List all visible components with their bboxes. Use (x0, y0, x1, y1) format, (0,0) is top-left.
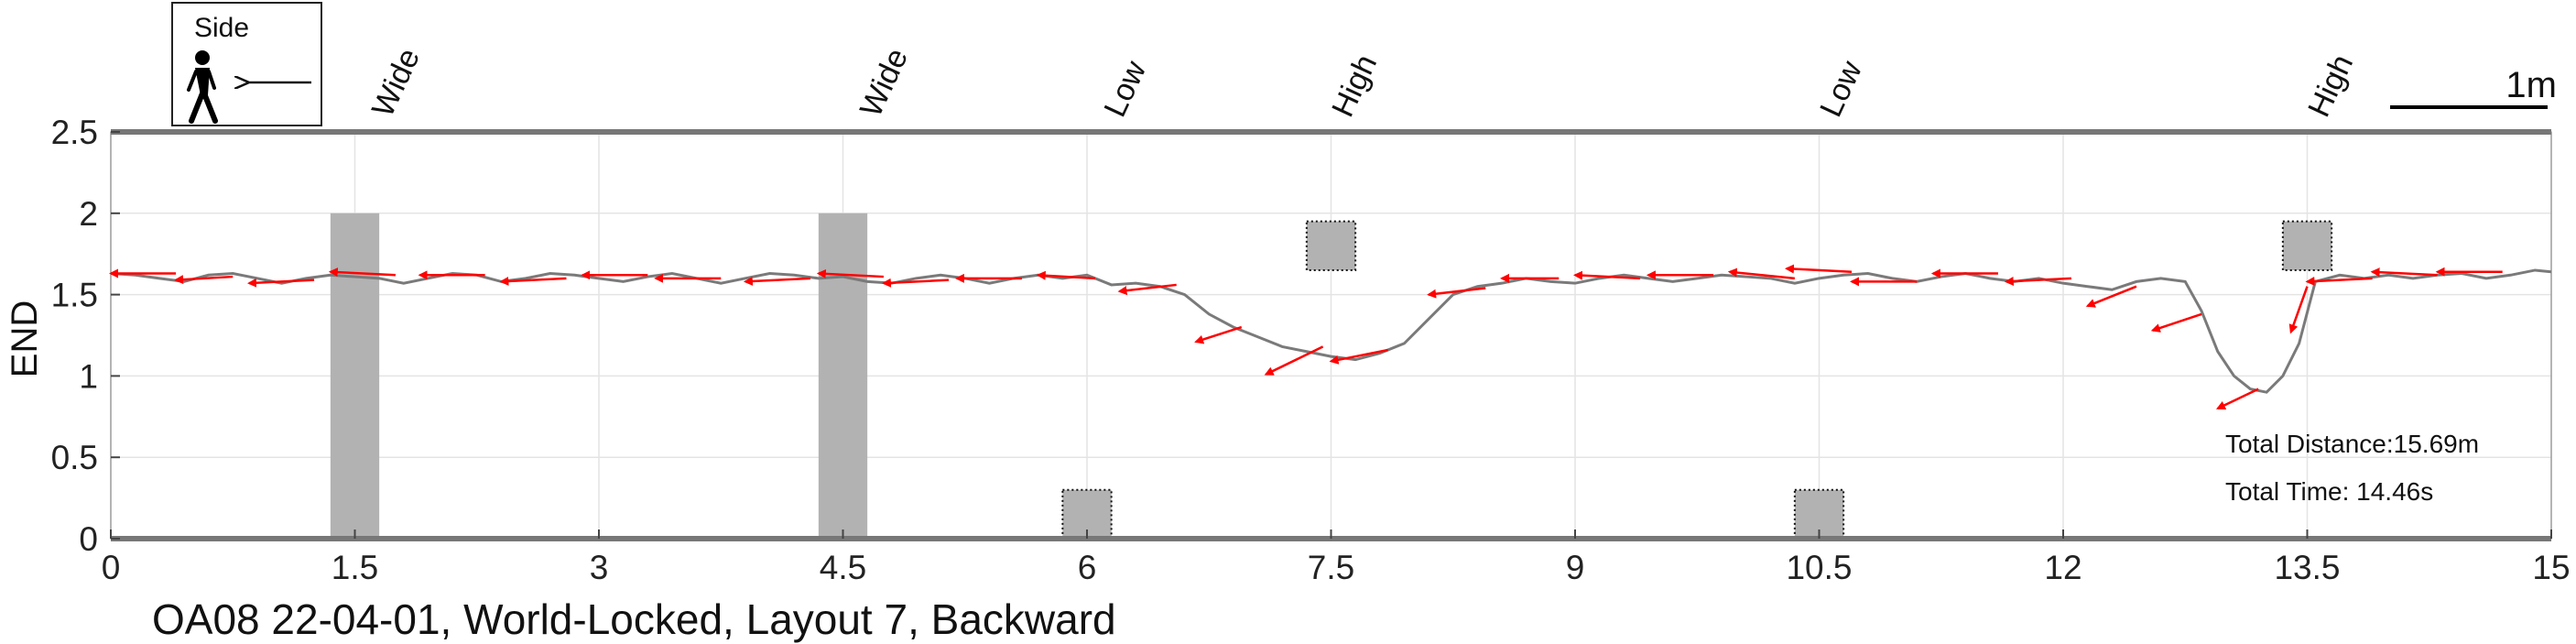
x-tick-label: 12 (2044, 549, 2081, 586)
x-tick-label: 10.5 (1786, 549, 1852, 586)
total-time-label: Total Time: 14.46s (2225, 477, 2433, 506)
x-tick-label: 0 (102, 549, 121, 586)
heading-arrows (109, 264, 2503, 410)
obstacle-labels: Wide Wide Low High Low High (365, 43, 2360, 122)
x-tick-label: 13.5 (2274, 549, 2340, 586)
x-tick-label: 9 (1566, 549, 1585, 586)
heading-arrow (1194, 325, 1243, 344)
heading-arrow (1264, 345, 1324, 376)
heading-arrow (2215, 387, 2259, 410)
x-ticks: 0 1.5 3 4.5 6 7.5 9 10.5 12 13.5 15 (102, 529, 2571, 586)
heading-arrow (2004, 276, 2071, 286)
heading-arrow (499, 276, 567, 286)
heading-arrow (1573, 270, 1641, 280)
heading-arrow (174, 275, 234, 285)
heading-arrow (2150, 312, 2202, 333)
heading-arrow (1036, 270, 1095, 280)
y-ticks: 0 0.5 1 1.5 2 2.5 (51, 114, 120, 558)
obstacle-label: Wide (365, 43, 427, 122)
obstacle-label: High (2301, 49, 2360, 122)
obstacle-high (1305, 220, 1357, 271)
x-tick-label: 4.5 (820, 549, 866, 586)
obstacle-label: Low (1097, 55, 1153, 122)
obstacle-wide (818, 213, 868, 540)
y-tick-label: 1.5 (51, 277, 98, 314)
total-distance-label: Total Distance:15.69m (2225, 430, 2479, 458)
x-tick-label: 1.5 (332, 549, 378, 586)
heading-arrow (2370, 267, 2438, 278)
heading-arrow (1329, 348, 1388, 365)
heading-arrow (2288, 286, 2309, 334)
heading-arrow (1784, 264, 1853, 274)
heading-arrow (2305, 276, 2373, 286)
heading-arrow (743, 276, 811, 286)
y-tick-label: 2.5 (51, 114, 98, 151)
grid-lines (110, 131, 2552, 540)
x-tick-label: 7.5 (1308, 549, 1354, 586)
y-tick-label: 1 (79, 357, 98, 395)
y-axis-label: END (5, 300, 45, 377)
obstacle-label: High (1325, 49, 1384, 122)
heading-arrow (881, 278, 950, 288)
x-tick-label: 15 (2532, 549, 2570, 586)
x-tick-label: 3 (590, 549, 609, 586)
chart-title: OA08 22-04-01, World-Locked, Layout 7, B… (152, 595, 1116, 643)
heading-arrow (1117, 283, 1177, 296)
trajectory-line (110, 268, 2552, 394)
obstacle-wide (330, 213, 380, 540)
scale-bar: 1m (2390, 65, 2557, 109)
obstacle-label: Low (1813, 55, 1869, 122)
scale-bar-label: 1m (2505, 65, 2557, 105)
heading-arrow (2085, 285, 2137, 308)
heading-arrow (328, 267, 396, 278)
y-tick-label: 0 (79, 520, 98, 558)
heading-arrow (1427, 287, 1486, 299)
legend: Side (171, 2, 322, 126)
heading-arrow (816, 268, 884, 278)
x-tick-label: 6 (1078, 549, 1097, 586)
y-tick-label: 2 (79, 195, 98, 233)
obstacles (330, 213, 2333, 540)
walking-person-icon (187, 50, 218, 124)
y-tick-label: 0.5 (51, 439, 98, 476)
obstacle-label: Wide (853, 43, 915, 122)
legend-label: Side (194, 13, 249, 43)
heading-arrow (1727, 267, 1795, 280)
obstacle-high (2281, 220, 2333, 271)
heading-arrow (247, 278, 315, 288)
